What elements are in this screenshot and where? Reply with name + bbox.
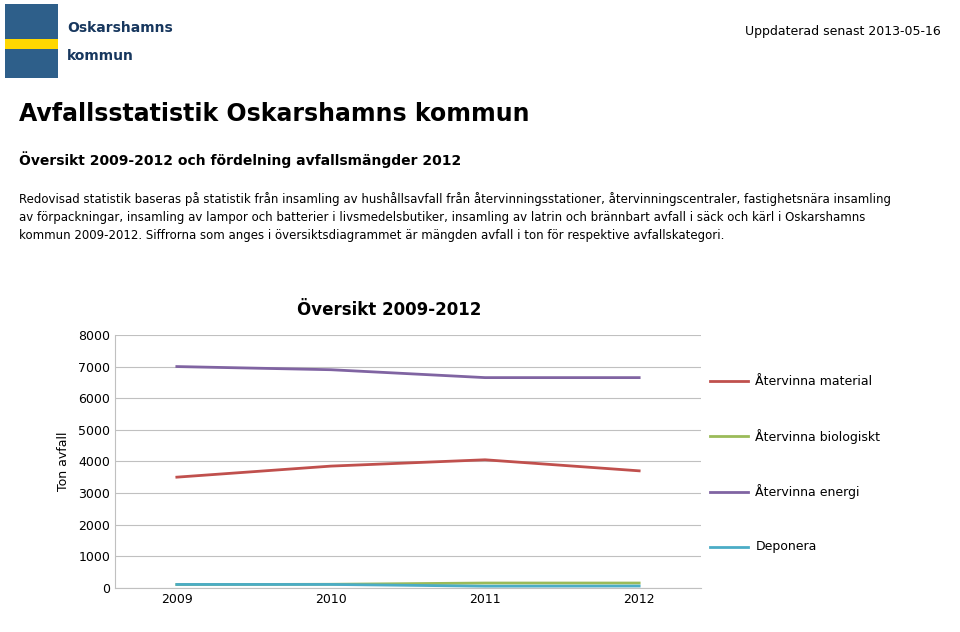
Text: kommun: kommun bbox=[67, 49, 134, 63]
Text: Oskarshamns: Oskarshamns bbox=[67, 20, 173, 35]
Text: Översikt 2009-2012 och fördelning avfallsmängder 2012: Översikt 2009-2012 och fördelning avfall… bbox=[19, 152, 462, 169]
Text: Återvinna material: Återvinna material bbox=[756, 375, 873, 387]
Y-axis label: Ton avfall: Ton avfall bbox=[57, 432, 70, 491]
Bar bbox=[5, 4, 58, 78]
Text: Återvinna energi: Återvinna energi bbox=[756, 484, 860, 499]
Text: Avfallsstatistik Oskarshamns kommun: Avfallsstatistik Oskarshamns kommun bbox=[19, 102, 530, 126]
Bar bbox=[5, 39, 58, 49]
Text: Återvinna biologiskt: Återvinna biologiskt bbox=[756, 429, 880, 444]
Text: Uppdaterad senast 2013-05-16: Uppdaterad senast 2013-05-16 bbox=[745, 25, 941, 38]
Text: Redovisad statistik baseras på statistik från insamling av hushållsavfall från å: Redovisad statistik baseras på statistik… bbox=[19, 192, 891, 242]
Text: Deponera: Deponera bbox=[756, 540, 817, 554]
Text: Översikt 2009-2012: Översikt 2009-2012 bbox=[297, 301, 481, 319]
